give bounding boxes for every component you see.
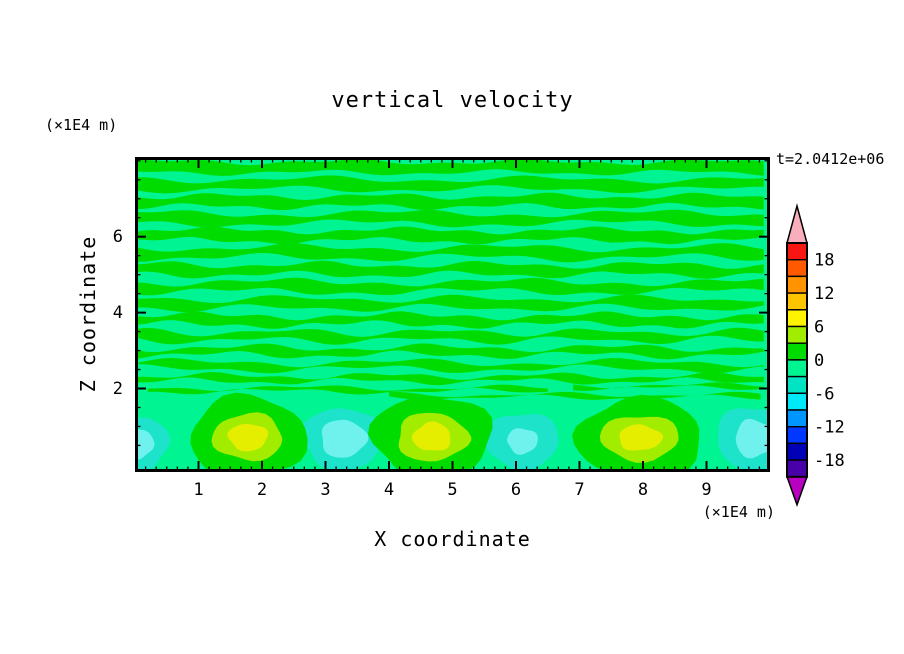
x-tick-label: 7 xyxy=(574,480,585,500)
colorbar-band xyxy=(786,309,808,328)
updraft-core xyxy=(227,423,269,452)
z-tick-label: 6 xyxy=(112,226,123,247)
wave-stripe xyxy=(135,294,764,312)
colorbar-band xyxy=(786,242,808,261)
wave-stripe xyxy=(147,384,548,395)
timestamp-label: t=2.0412e+06 xyxy=(776,150,885,168)
colorbar-label: 0 xyxy=(814,351,824,371)
colorbar-band xyxy=(786,325,808,344)
z-axis-unit-label: (×1E4 m) xyxy=(45,116,118,134)
colorbar-band xyxy=(786,459,808,478)
wave-stripe xyxy=(135,175,764,194)
x-axis-title: X coordinate xyxy=(374,527,531,551)
downdraft-core xyxy=(735,418,770,459)
contour-plot xyxy=(135,157,770,472)
wave-stripe xyxy=(135,372,764,386)
colorbar-band xyxy=(786,392,808,411)
colorbar-band xyxy=(786,425,808,445)
colorbar-arrow-down xyxy=(785,476,809,508)
colorbar-label: 6 xyxy=(814,318,824,338)
colorbar-label: 12 xyxy=(814,284,834,304)
wave-stripe xyxy=(135,192,764,211)
colorbar-arrow-up xyxy=(786,203,808,244)
wave-stripe xyxy=(135,209,764,228)
wave-stripe xyxy=(135,226,764,245)
x-tick-label: 5 xyxy=(447,480,458,500)
z-tick-label: 2 xyxy=(112,378,123,399)
downdraft-core xyxy=(135,428,155,460)
updraft-core xyxy=(411,421,451,451)
colorbar-label: -18 xyxy=(814,451,845,471)
wave-stripe xyxy=(135,277,764,296)
colorbar-band xyxy=(786,375,808,395)
wave-stripe xyxy=(135,358,764,374)
downdraft-core xyxy=(507,428,538,455)
colorbar-band xyxy=(786,275,808,294)
wave-stripe xyxy=(573,382,764,391)
colorbar: 18 12 6 0 -6 -12 -18 xyxy=(785,203,845,508)
colorbar-band xyxy=(786,342,808,361)
z-tick-label: 4 xyxy=(112,302,123,323)
colorbar-band xyxy=(786,259,808,278)
wave-stripe xyxy=(389,391,761,400)
colorbar-outline xyxy=(786,242,808,478)
colorbar-band xyxy=(786,409,808,428)
wave-stripe xyxy=(135,327,764,345)
wave-stripe xyxy=(135,158,764,176)
x-tick-label: 4 xyxy=(383,480,395,500)
x-tick-label: 1 xyxy=(193,480,204,500)
x-tick-label: 9 xyxy=(701,480,712,500)
colorbar-label: -6 xyxy=(814,384,834,404)
x-axis-unit-label: (×1E4 m) xyxy=(702,503,775,521)
wave-stripe xyxy=(135,343,764,360)
chart-title: vertical velocity xyxy=(331,88,574,113)
colorbar-band xyxy=(786,442,808,461)
x-tick-label: 6 xyxy=(510,480,522,500)
x-tick-label: 3 xyxy=(320,480,331,500)
colorbar-band xyxy=(786,359,808,378)
wave-stripe xyxy=(135,311,764,329)
updraft-core xyxy=(619,424,664,451)
downdraft-core xyxy=(321,419,369,458)
plot-border xyxy=(135,157,770,472)
colorbar-label: 18 xyxy=(814,251,834,271)
x-tick-label: 8 xyxy=(637,480,649,500)
contour-field xyxy=(135,157,770,472)
x-tick-label: 2 xyxy=(256,480,268,500)
colorbar-band xyxy=(786,292,808,311)
colorbar-label: -12 xyxy=(814,418,845,438)
wave-stripe xyxy=(135,243,764,263)
wave-stripe xyxy=(135,260,764,279)
